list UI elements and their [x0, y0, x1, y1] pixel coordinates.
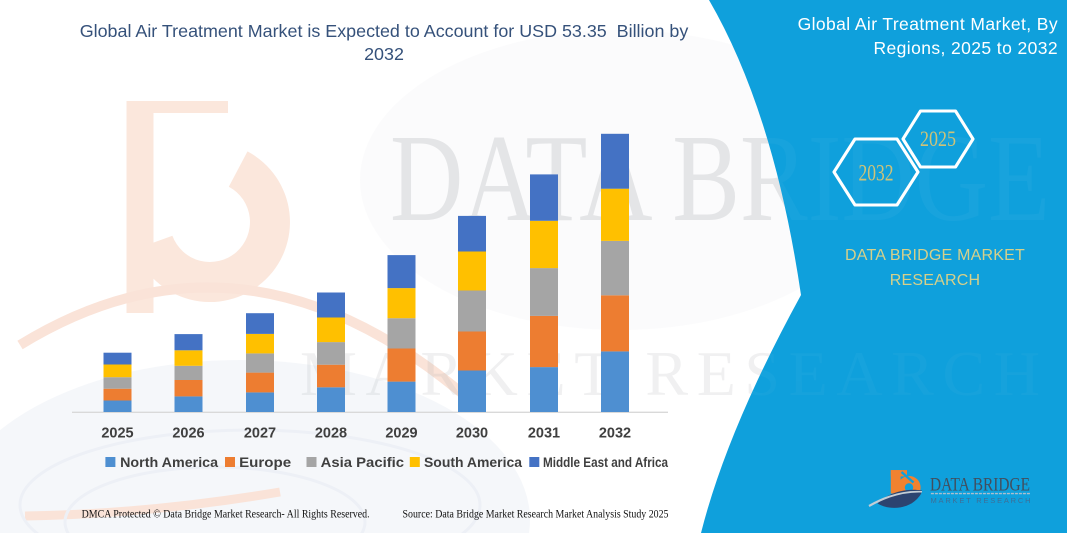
svg-text:2028: 2028	[315, 426, 347, 442]
svg-text:2031: 2031	[528, 426, 560, 442]
svg-text:2029: 2029	[385, 426, 417, 442]
svg-text:Middle East and Africa: Middle East and Africa	[543, 454, 668, 470]
svg-text:2032: 2032	[599, 426, 631, 442]
svg-text:Source: Data Bridge Market Res: Source: Data Bridge Market Research Mark…	[403, 506, 669, 520]
svg-text:MARKET RESEARCH: MARKET RESEARCH	[931, 496, 1031, 505]
svg-text:2032: 2032	[859, 161, 894, 186]
svg-text:Europe: Europe	[239, 454, 291, 470]
svg-text:South America: South America	[424, 454, 522, 470]
svg-text:2025: 2025	[920, 126, 956, 151]
svg-text:2025: 2025	[101, 426, 133, 442]
svg-text:North America: North America	[120, 454, 218, 470]
svg-text:DMCA Protected © Data Bridge M: DMCA Protected © Data Bridge Market Rese…	[82, 506, 370, 520]
svg-text:DATA BRIDGE: DATA BRIDGE	[930, 475, 1030, 496]
svg-text:Asia Pacific: Asia Pacific	[321, 454, 405, 470]
svg-text:2030: 2030	[456, 426, 488, 442]
svg-text:2027: 2027	[244, 426, 276, 442]
svg-text:2026: 2026	[172, 426, 204, 442]
